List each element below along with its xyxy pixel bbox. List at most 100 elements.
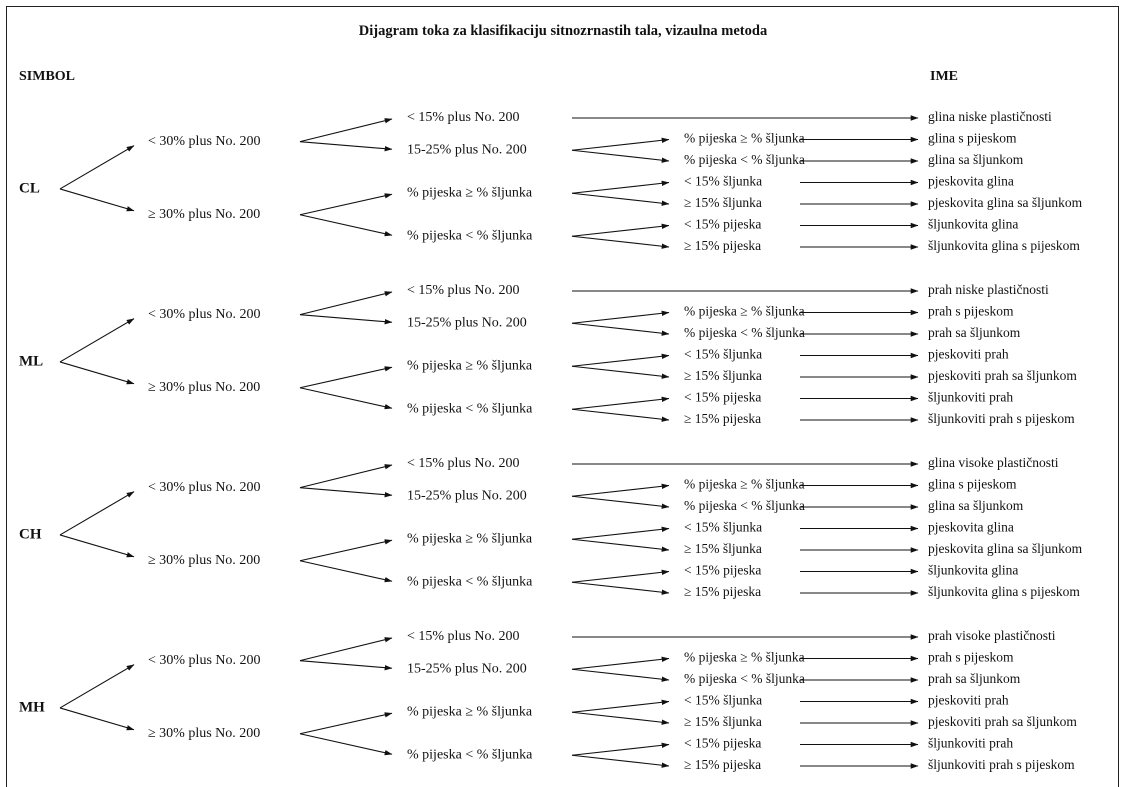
criterion-label: % pijeska < % šljunka	[407, 401, 533, 416]
diagram-frame	[6, 6, 1119, 787]
criterion-label: ≥ 15% šljunka	[684, 195, 762, 210]
branch-arrow	[571, 192, 670, 206]
group-ch: CH < 30% plus No. 200 < 15% plus No. 200 gl…	[19, 455, 1083, 599]
branch-arrow	[571, 581, 670, 595]
branch-arrow	[571, 699, 670, 713]
soil-name-label: pjeskoviti prah	[928, 693, 1009, 708]
criterion-label: ≥ 15% pijeska	[684, 584, 761, 599]
branch-arrow	[571, 223, 670, 237]
branch-arrow	[299, 314, 393, 325]
criterion-label: % pijeska ≥ % šljunka	[684, 131, 805, 146]
branch-arrow	[299, 193, 393, 216]
soil-name-label: pjeskovita glina	[928, 520, 1014, 535]
criterion-label: < 15% plus No. 200	[407, 629, 520, 644]
soil-name-label: pjeskovita glina sa šljunkom	[928, 195, 1083, 210]
branch-arrow	[59, 534, 135, 558]
criterion-label: ≥ 15% šljunka	[684, 714, 762, 729]
soil-name-label: prah s pijeskom	[928, 650, 1014, 665]
branch-arrow	[299, 733, 393, 756]
soil-name-label: prah niske plastičnosti	[928, 282, 1049, 297]
symbol-label: CL	[19, 180, 40, 196]
branch-arrow	[571, 322, 670, 336]
branch-arrow	[571, 396, 670, 410]
branch-arrow	[299, 141, 393, 152]
branch-arrow	[571, 656, 670, 670]
criterion-label: ≥ 15% pijeska	[684, 238, 761, 253]
criterion-label: % pijeska < % šljunka	[684, 498, 805, 513]
criterion-label: % pijeska ≥ % šljunka	[684, 477, 805, 492]
soil-name-label: pjeskoviti prah sa šljunkom	[928, 714, 1077, 729]
criterion-label: ≥ 15% šljunka	[684, 368, 762, 383]
branch-arrow	[571, 180, 670, 194]
soil-name-label: glina sa šljunkom	[928, 152, 1024, 167]
soil-name-label: šljunkoviti prah	[928, 736, 1013, 751]
soil-name-label: šljunkovita glina	[928, 217, 1018, 232]
soil-name-label: prah visoke plastičnosti	[928, 628, 1056, 643]
soil-name-label: glina visoke plastičnosti	[928, 455, 1059, 470]
criterion-label: < 15% pijeska	[684, 390, 761, 405]
branch-arrow	[59, 188, 135, 212]
branch-arrow	[571, 742, 670, 756]
branch-arrow	[59, 145, 135, 190]
soil-name-label: pjeskovita glina sa šljunkom	[928, 541, 1083, 556]
criterion-label: 15-25% plus No. 200	[407, 315, 527, 330]
branch-arrow	[299, 660, 393, 671]
branch-arrow	[571, 495, 670, 509]
branch-arrow	[571, 235, 670, 249]
criterion-label: % pijeska ≥ % šljunka	[407, 358, 533, 373]
soil-name-label: glina s pijeskom	[928, 131, 1017, 146]
branch-arrow	[299, 539, 393, 562]
symbol-label: CH	[19, 526, 42, 542]
branch-arrow	[299, 118, 393, 143]
soil-name-label: šljunkovita glina s pijeskom	[928, 238, 1080, 253]
branch-arrow	[571, 711, 670, 725]
symbol-label: MH	[19, 699, 45, 715]
criterion-label: 15-25% plus No. 200	[407, 488, 527, 503]
branch-arrow	[571, 310, 670, 324]
group-cl: CL < 30% plus No. 200 < 15% plus No. 200 gl…	[19, 109, 1083, 253]
soil-name-label: prah sa šljunkom	[928, 671, 1021, 686]
soil-name-label: prah s pijeskom	[928, 304, 1014, 319]
symbol-label: ML	[19, 353, 43, 369]
branch-arrow	[59, 318, 135, 363]
branch-arrow	[59, 664, 135, 709]
criterion-label: % pijeska < % šljunka	[684, 325, 805, 340]
group-ml: ML < 30% plus No. 200 < 15% plus No. 200 pr…	[19, 282, 1077, 426]
criterion-label: % pijeska < % šljunka	[407, 574, 533, 589]
criterion-label: < 15% pijeska	[684, 217, 761, 232]
criterion-label: < 30% plus No. 200	[148, 480, 261, 495]
criterion-label: < 15% plus No. 200	[407, 456, 520, 471]
branch-arrow	[571, 483, 670, 497]
criterion-label: ≥ 30% plus No. 200	[148, 380, 260, 395]
branch-arrow	[571, 526, 670, 540]
criterion-label: ≥ 15% pijeska	[684, 411, 761, 426]
branch-arrow	[571, 668, 670, 682]
branch-arrow	[59, 707, 135, 731]
branch-arrow	[59, 491, 135, 536]
classification-groups: CL < 30% plus No. 200 < 15% plus No. 200 gl…	[19, 109, 1083, 772]
soil-name-label: šljunkoviti prah s pijeskom	[928, 411, 1075, 426]
criterion-label: < 15% plus No. 200	[407, 110, 520, 125]
branch-arrow	[299, 366, 393, 389]
soil-name-label: glina sa šljunkom	[928, 498, 1024, 513]
branch-arrow	[571, 149, 670, 163]
branch-arrow	[299, 464, 393, 489]
criterion-label: % pijeska < % šljunka	[684, 152, 805, 167]
branch-arrow	[299, 214, 393, 237]
branch-arrow	[299, 387, 393, 410]
branch-arrow	[59, 361, 135, 385]
criterion-label: % pijeska ≥ % šljunka	[407, 531, 533, 546]
criterion-label: < 15% šljunka	[684, 693, 762, 708]
soil-name-label: pjeskoviti prah sa šljunkom	[928, 368, 1077, 383]
branch-arrow	[571, 538, 670, 552]
criterion-label: % pijeska ≥ % šljunka	[684, 650, 805, 665]
group-mh: MH < 30% plus No. 200 < 15% plus No. 200 pr…	[19, 628, 1077, 772]
criterion-label: % pijeska < % šljunka	[407, 228, 533, 243]
criterion-label: < 30% plus No. 200	[148, 134, 261, 149]
branch-arrow	[299, 637, 393, 662]
criterion-label: ≥ 30% plus No. 200	[148, 726, 260, 741]
criterion-label: < 30% plus No. 200	[148, 653, 261, 668]
criterion-label: ≥ 15% šljunka	[684, 541, 762, 556]
soil-name-label: glina s pijeskom	[928, 477, 1017, 492]
branch-arrow	[299, 712, 393, 735]
